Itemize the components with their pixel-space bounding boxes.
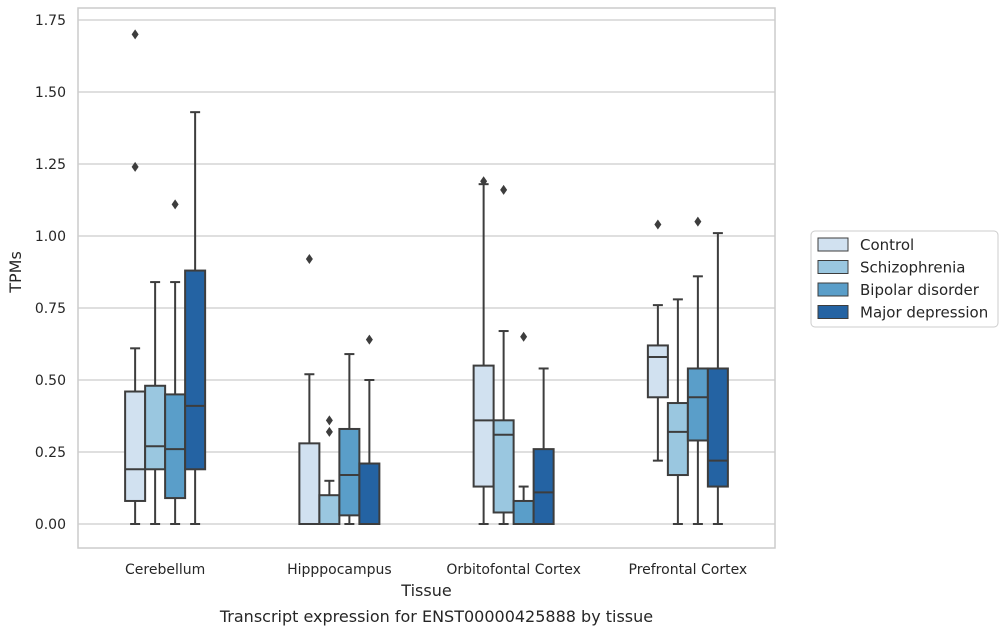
y-tick-label: 0.25: [35, 445, 66, 461]
legend-swatch: [817, 282, 849, 297]
outlier-point: [325, 426, 333, 437]
legend-swatch: [817, 260, 849, 274]
box-group: [124, 29, 147, 525]
box: [164, 393, 187, 500]
box: [492, 419, 515, 514]
legend-frame: [810, 230, 999, 328]
legend-swatch: [817, 237, 849, 252]
outlier-point: [131, 29, 139, 40]
box: [646, 344, 669, 399]
outlier-point: [694, 216, 702, 227]
box-group: [532, 367, 555, 525]
legend-label: Major depression: [860, 304, 988, 322]
box-group: [164, 199, 187, 525]
y-tick-label: 1.50: [35, 85, 66, 101]
box-group: [184, 111, 207, 525]
outlier-point: [171, 199, 179, 210]
box: [686, 367, 709, 442]
box-group: [646, 219, 669, 462]
box-group: [472, 176, 495, 525]
y-axis-label: TPMs: [6, 251, 25, 294]
outlier-point: [131, 161, 139, 172]
box-group: [298, 254, 321, 525]
box: [706, 367, 729, 488]
box-group: [706, 232, 729, 525]
legend-label: Control: [860, 236, 914, 254]
box-group: [358, 334, 381, 525]
box: [472, 364, 495, 488]
outlier-point: [500, 184, 508, 195]
box: [338, 427, 361, 517]
outlier-point: [305, 254, 313, 265]
chart-caption: Transcript expression for ENST0000042588…: [219, 607, 653, 626]
x-axis-label: Tissue: [400, 581, 451, 600]
x-tick-label: Hipppocampus: [287, 562, 392, 578]
y-tick-label: 0.75: [35, 301, 66, 317]
outlier-point: [480, 176, 488, 187]
legend-label: Schizophrenia: [860, 259, 965, 277]
box-group: [686, 216, 709, 525]
x-tick-labels: Cerebellum Hipppocampus Orbitofontal Corte…: [125, 562, 747, 578]
box: [184, 269, 207, 471]
box: [144, 384, 167, 471]
box-group: [144, 281, 167, 525]
legend: Control Schizophrenia Bipolar disorder Majo…: [810, 230, 999, 328]
y-tick-label: 0.50: [35, 373, 66, 389]
y-tick-label: 1.25: [35, 157, 66, 173]
box: [666, 402, 689, 477]
x-tick-label: Prefrontal Cortex: [629, 562, 748, 578]
plot-frame: [77, 7, 776, 549]
outlier-point: [365, 334, 373, 345]
box: [124, 390, 147, 502]
y-tick-label: 0.00: [35, 517, 66, 533]
outlier-point: [520, 331, 528, 342]
box: [532, 448, 555, 525]
box: [298, 442, 321, 525]
box-group: [492, 184, 515, 525]
outlier-point: [325, 415, 333, 426]
y-tick-label: 1.75: [35, 13, 66, 29]
y-tick-label: 1.00: [35, 229, 66, 245]
box-group: [666, 298, 689, 525]
box-group: [512, 331, 535, 525]
box: [318, 494, 341, 526]
y-tick-labels: 0.00 0.25 0.50 0.75 1.00 1.25 1.50 1.75: [35, 13, 66, 533]
legend-swatch: [817, 305, 849, 319]
legend-label: Bipolar disorder: [860, 281, 980, 299]
boxes: [124, 29, 729, 526]
x-tick-label: Orbitofontal Cortex: [446, 562, 581, 578]
x-tick-label: Cerebellum: [125, 562, 205, 578]
box-group: [318, 415, 341, 526]
box: [512, 499, 535, 525]
outlier-point: [654, 219, 662, 230]
box: [358, 462, 381, 525]
